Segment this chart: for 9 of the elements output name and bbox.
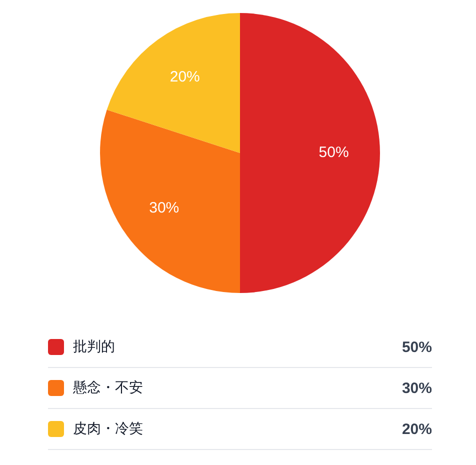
legend-label: 皮肉・冷笑	[73, 420, 144, 438]
data-label: 20%	[170, 68, 200, 86]
text: 30%	[402, 380, 432, 396]
legend-label: 批判的	[73, 338, 116, 356]
text: 50%	[402, 338, 432, 356]
data-label: 50%	[318, 144, 349, 162]
data-label: 30%	[149, 199, 180, 216]
legend-label: 懸念・不安	[73, 379, 144, 397]
text: 20%	[402, 420, 432, 438]
